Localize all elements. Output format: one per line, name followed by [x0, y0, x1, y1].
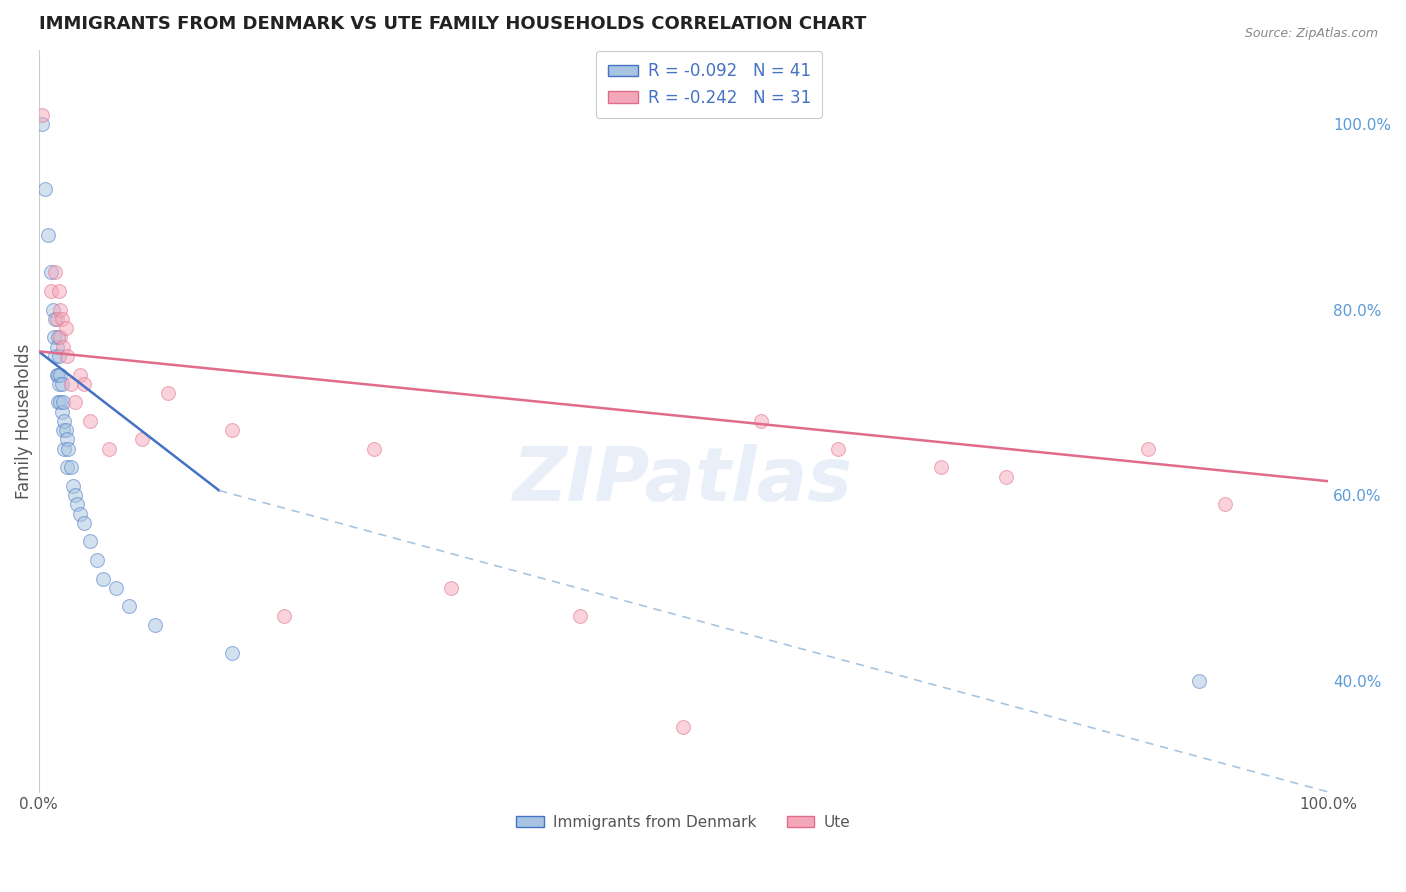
Point [98, 442, 121, 456]
Point [55, 423, 77, 437]
Point [69, 507, 91, 521]
Point [79, 414, 101, 428]
Point [52, 340, 75, 354]
Point [569, 608, 592, 623]
Point [42, 330, 65, 344]
Point [52, 423, 75, 437]
Point [48, 349, 70, 363]
Point [44, 311, 66, 326]
Point [56, 460, 79, 475]
Point [46, 330, 69, 344]
Point [749, 414, 772, 428]
Point [1136, 442, 1159, 456]
Point [118, 599, 141, 614]
Point [53, 414, 76, 428]
Point [45, 311, 67, 326]
Point [51, 404, 73, 418]
Point [221, 646, 243, 660]
Point [44, 349, 66, 363]
Point [55, 321, 77, 335]
Point [131, 433, 153, 447]
Point [273, 608, 295, 623]
Point [41, 284, 63, 298]
Point [66, 497, 89, 511]
Point [73, 516, 96, 530]
Point [994, 469, 1017, 483]
Point [929, 460, 952, 475]
Point [59, 376, 82, 391]
Point [59, 460, 82, 475]
Point [51, 311, 73, 326]
Point [156, 386, 179, 401]
Point [49, 330, 72, 344]
Point [48, 284, 70, 298]
Legend: Immigrants from Denmark, Ute: Immigrants from Denmark, Ute [510, 809, 856, 837]
Point [49, 302, 72, 317]
Point [41, 265, 63, 279]
Point [53, 442, 76, 456]
Point [56, 349, 79, 363]
Text: IMMIGRANTS FROM DENMARK VS UTE FAMILY HOUSEHOLDS CORRELATION CHART: IMMIGRANTS FROM DENMARK VS UTE FAMILY HO… [38, 15, 866, 33]
Point [45, 340, 67, 354]
Point [46, 395, 69, 409]
Point [62, 479, 84, 493]
Point [49, 368, 72, 382]
Point [143, 618, 166, 632]
Point [42, 302, 65, 317]
Point [63, 488, 86, 502]
Point [37, 228, 59, 243]
Point [221, 423, 243, 437]
Point [73, 376, 96, 391]
Point [91, 572, 114, 586]
Point [34, 182, 56, 196]
Point [56, 433, 79, 447]
Point [52, 395, 75, 409]
Point [69, 368, 91, 382]
Point [672, 720, 695, 734]
Point [1188, 673, 1211, 688]
Point [58, 442, 80, 456]
Text: ZIPatlas: ZIPatlas [513, 443, 853, 516]
Y-axis label: Family Households: Family Households [15, 343, 32, 499]
Point [104, 581, 127, 595]
Point [31, 108, 53, 122]
Point [48, 376, 70, 391]
Point [63, 395, 86, 409]
Point [440, 581, 463, 595]
Point [46, 368, 69, 382]
Point [49, 395, 72, 409]
Point [51, 376, 73, 391]
Point [827, 442, 849, 456]
Text: Source: ZipAtlas.com: Source: ZipAtlas.com [1244, 27, 1378, 40]
Point [45, 368, 67, 382]
Point [31, 117, 53, 131]
Point [363, 442, 385, 456]
Point [1213, 497, 1236, 511]
Point [86, 553, 108, 567]
Point [44, 265, 66, 279]
Point [79, 534, 101, 549]
